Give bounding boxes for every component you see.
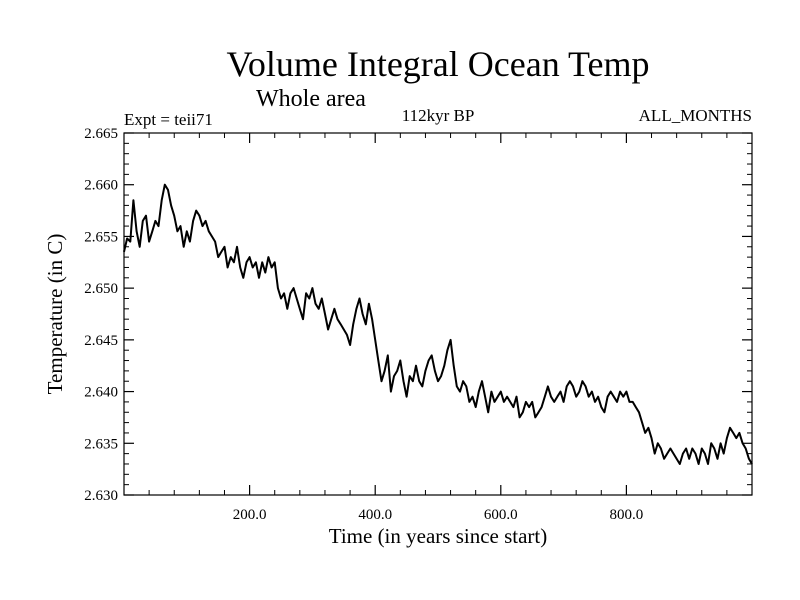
y-tick-label: 2.645 bbox=[84, 333, 118, 349]
y-axis-label: Temperature (in C) bbox=[43, 234, 67, 395]
y-tick-label: 2.650 bbox=[84, 281, 118, 297]
y-tick-label: 2.630 bbox=[84, 488, 118, 504]
y-tick-label: 2.660 bbox=[84, 178, 118, 194]
plot-frame bbox=[123, 132, 753, 496]
temperature-series-line bbox=[123, 183, 753, 465]
months-label: ALL_MONTHS bbox=[639, 106, 752, 125]
y-tick-label: 2.655 bbox=[84, 229, 118, 245]
period-label: 112kyr BP bbox=[402, 106, 475, 125]
y-tick-label: 2.665 bbox=[84, 126, 118, 142]
x-tick-label: 200.0 bbox=[233, 507, 267, 523]
y-tick-label: 2.640 bbox=[84, 385, 118, 401]
chart-subtitle: Whole area bbox=[256, 86, 366, 112]
x-tick-label: 400.0 bbox=[358, 507, 392, 523]
x-tick-label: 600.0 bbox=[484, 507, 518, 523]
x-tick-label: 800.0 bbox=[610, 507, 644, 523]
x-axis-ticks: 200.0 400.0 600.0 800.0 bbox=[148, 133, 728, 523]
y-axis-ticks: 2.630 2.635 2.640 2.645 2.650 2.655 2.660 2.665 bbox=[84, 126, 752, 504]
y-tick-label: 2.635 bbox=[84, 436, 118, 452]
chart-title: Volume Integral Ocean Temp bbox=[226, 44, 649, 84]
expt-label: Expt = teii71 bbox=[124, 110, 213, 129]
x-axis-label: Time (in years since start) bbox=[329, 524, 548, 548]
